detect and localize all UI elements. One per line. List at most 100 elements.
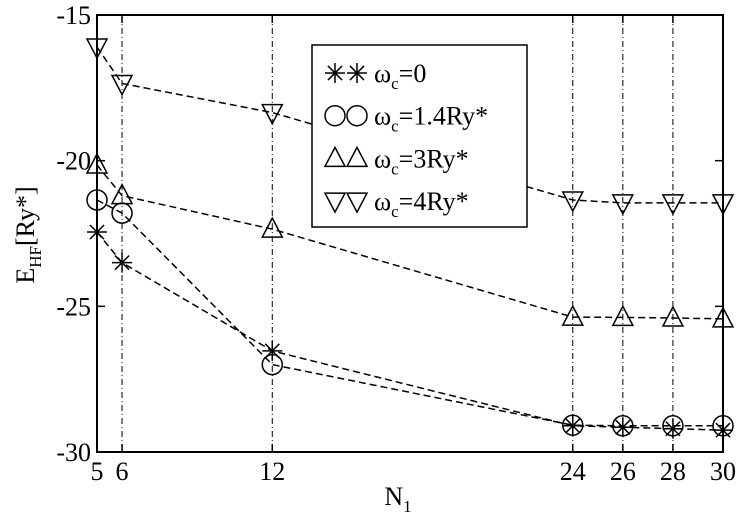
legend-marker [323, 192, 347, 214]
legend-label: ωc=0 [374, 59, 426, 93]
data-point [611, 304, 635, 327]
data-point [85, 38, 109, 60]
marker-shape [665, 421, 681, 437]
marker-shape [110, 74, 134, 97]
data-point [261, 353, 284, 376]
data-point [661, 194, 685, 216]
legend-label: ωc=3Ry* [374, 144, 469, 178]
marker-shape [562, 414, 584, 436]
x-tick-label: 26 [610, 457, 636, 486]
legend-label-sub: c [391, 159, 399, 178]
data-point [712, 415, 734, 437]
data-point [86, 189, 108, 211]
marker-shape [712, 415, 734, 437]
data-point [612, 415, 634, 437]
marker-shape [661, 194, 685, 216]
legend-marker [324, 104, 346, 127]
marker-shape [85, 152, 109, 174]
marker-shape [327, 65, 343, 81]
y-tick-label: -15 [56, 1, 91, 30]
x-axis-label: N1 [384, 482, 411, 516]
data-point [110, 74, 134, 97]
legend-label: ωc=1.4Ry* [374, 102, 488, 136]
legend-marker [347, 63, 367, 83]
marker-shape [561, 191, 585, 213]
data-point [612, 417, 633, 438]
data-point [110, 183, 134, 205]
marker-shape [349, 65, 365, 81]
legend-marker [346, 104, 368, 127]
marker-shape [662, 415, 684, 437]
legend-marker [345, 192, 369, 214]
legend [311, 44, 528, 228]
legend-label-rest: =0 [399, 59, 427, 88]
marker-shape [611, 194, 635, 216]
data-point [261, 216, 284, 238]
x-tick-label: 6 [116, 457, 129, 486]
legend-marker [323, 145, 347, 168]
data-point [662, 415, 684, 437]
y-axis-label-main: E [11, 268, 40, 284]
data-point [112, 252, 133, 273]
data-point [85, 152, 109, 174]
data-point [261, 103, 284, 126]
data-point [561, 304, 585, 326]
series-line [96, 46, 723, 204]
marker-shape [615, 419, 631, 435]
legend-marker [325, 63, 345, 83]
data-point [661, 305, 685, 327]
legend-marker [345, 145, 369, 168]
marker-shape [324, 104, 346, 127]
legend-label-rest: =4Ry* [399, 187, 469, 216]
data-point [711, 306, 735, 328]
y-axis-label-rest: [Ry*] [11, 186, 40, 246]
marker-shape [86, 189, 108, 211]
x-axis-label-sub: 1 [403, 497, 412, 516]
legend-label-sub: c [391, 202, 399, 221]
x-tick-label: 24 [560, 457, 586, 486]
legend-label-main: ω [374, 59, 391, 88]
data-point [611, 194, 635, 216]
x-tick-label: 12 [259, 457, 285, 486]
marker-shape [345, 145, 369, 168]
y-tick-label: -30 [56, 438, 91, 467]
marker-shape [323, 192, 347, 214]
marker-shape [89, 224, 105, 240]
y-tick-label: -25 [56, 292, 91, 321]
x-tick-label: 5 [91, 457, 104, 486]
marker-shape [661, 305, 685, 327]
y-axis-label: EHF[Ry*] [11, 186, 45, 283]
data-point [713, 420, 733, 441]
marker-shape [711, 306, 735, 328]
marker-shape [561, 304, 585, 326]
marker-shape [114, 255, 130, 271]
marker-shape [565, 418, 581, 434]
legend-label-main: ω [374, 144, 391, 173]
marker-shape [261, 216, 284, 238]
marker-shape [611, 304, 635, 327]
x-axis-label-main: N [384, 482, 403, 511]
marker-shape [85, 38, 109, 60]
legend-label-sub: c [391, 74, 399, 93]
legend-label-main: ω [374, 102, 391, 131]
marker-shape [711, 194, 735, 216]
legend-label: ωc=4Ry* [374, 187, 469, 221]
marker-shape [261, 103, 284, 126]
marker-shape [612, 415, 634, 437]
data-point [562, 414, 584, 436]
legend-box [311, 44, 528, 228]
marker-shape [261, 353, 284, 376]
series-line [96, 199, 723, 427]
data-point [711, 194, 735, 216]
marker-shape [323, 145, 347, 168]
series-line [96, 231, 724, 431]
data-point [561, 191, 585, 213]
y-axis-label-sub: HF [26, 246, 45, 268]
marker-shape [110, 183, 134, 205]
marker-shape [345, 192, 369, 214]
legend-label-rest: =1.4Ry* [399, 102, 488, 131]
y-tick-label: -20 [56, 147, 91, 176]
data-point [87, 222, 107, 243]
legend-label-sub: c [391, 117, 399, 136]
